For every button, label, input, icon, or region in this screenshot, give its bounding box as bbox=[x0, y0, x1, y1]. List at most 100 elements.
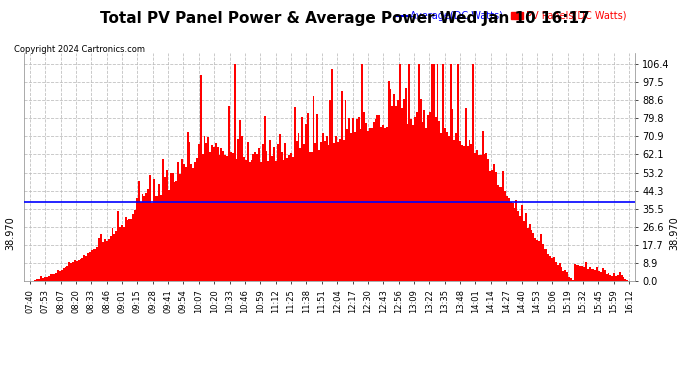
Bar bbox=[34, 280, 37, 281]
Bar bbox=[593, 269, 594, 281]
Bar bbox=[159, 184, 160, 281]
Bar bbox=[504, 191, 506, 281]
Bar bbox=[570, 278, 572, 281]
Bar bbox=[295, 141, 297, 281]
Bar bbox=[401, 108, 403, 281]
Bar bbox=[417, 64, 420, 281]
Bar bbox=[427, 115, 429, 281]
Bar bbox=[235, 159, 237, 281]
Bar bbox=[482, 131, 484, 281]
Text: Total PV Panel Power & Average Power Wed Jan 10 16:17: Total PV Panel Power & Average Power Wed… bbox=[100, 11, 590, 26]
Bar bbox=[65, 267, 66, 281]
Bar bbox=[149, 176, 151, 281]
Bar bbox=[181, 159, 183, 281]
Bar bbox=[48, 276, 50, 281]
Bar bbox=[440, 134, 442, 281]
Bar bbox=[173, 182, 175, 281]
Bar bbox=[228, 106, 230, 281]
Bar bbox=[38, 279, 40, 281]
Bar bbox=[234, 64, 235, 281]
Bar bbox=[518, 211, 520, 281]
Bar bbox=[284, 142, 286, 281]
Bar bbox=[217, 147, 219, 281]
Bar bbox=[292, 158, 294, 281]
Bar bbox=[585, 262, 587, 281]
Bar bbox=[613, 273, 615, 281]
Bar bbox=[200, 75, 201, 281]
Bar bbox=[574, 264, 575, 281]
Bar bbox=[157, 196, 159, 281]
Bar bbox=[70, 262, 72, 281]
Bar bbox=[208, 137, 209, 281]
Bar bbox=[373, 122, 375, 281]
Bar bbox=[187, 132, 188, 281]
Bar bbox=[350, 133, 352, 281]
Bar bbox=[164, 177, 166, 281]
Bar bbox=[162, 159, 164, 281]
Bar bbox=[125, 217, 126, 281]
Bar bbox=[193, 168, 194, 281]
Bar bbox=[281, 152, 282, 281]
Bar bbox=[253, 154, 255, 281]
Bar bbox=[499, 187, 500, 281]
Bar bbox=[438, 121, 440, 281]
Bar bbox=[166, 170, 168, 281]
Bar bbox=[331, 69, 333, 281]
Bar bbox=[303, 144, 305, 281]
Bar bbox=[583, 267, 585, 281]
Bar bbox=[362, 64, 364, 281]
Bar bbox=[555, 262, 557, 281]
Bar bbox=[92, 249, 95, 281]
Bar bbox=[112, 228, 113, 281]
Bar bbox=[510, 202, 512, 281]
Bar bbox=[589, 267, 591, 281]
Bar bbox=[455, 133, 457, 281]
Bar bbox=[568, 277, 570, 281]
Bar bbox=[104, 239, 106, 281]
Bar bbox=[420, 99, 422, 281]
Bar bbox=[416, 112, 417, 281]
Bar bbox=[196, 158, 198, 281]
Bar bbox=[206, 143, 208, 281]
Bar bbox=[339, 139, 341, 281]
Bar bbox=[139, 202, 141, 281]
Bar bbox=[627, 280, 628, 281]
Bar bbox=[540, 234, 542, 281]
Bar bbox=[390, 89, 391, 281]
Bar bbox=[547, 254, 549, 281]
Bar bbox=[371, 128, 373, 281]
Bar bbox=[502, 171, 504, 281]
Bar bbox=[497, 184, 499, 281]
Bar bbox=[520, 216, 521, 281]
Bar bbox=[500, 187, 502, 281]
Bar bbox=[480, 154, 482, 281]
Bar bbox=[260, 162, 262, 281]
Bar bbox=[611, 276, 613, 281]
Bar bbox=[106, 241, 108, 281]
Bar bbox=[609, 275, 611, 281]
Bar bbox=[580, 266, 581, 281]
Bar bbox=[286, 159, 288, 281]
Bar bbox=[245, 160, 247, 281]
Bar bbox=[299, 148, 302, 281]
Bar bbox=[99, 238, 100, 281]
Bar bbox=[335, 136, 337, 281]
Bar bbox=[172, 173, 173, 281]
Text: Copyright 2024 Cartronics.com: Copyright 2024 Cartronics.com bbox=[14, 45, 145, 54]
Text: 38.970: 38.970 bbox=[669, 216, 679, 250]
Bar bbox=[277, 144, 279, 281]
Bar bbox=[542, 244, 544, 281]
Bar bbox=[559, 263, 560, 281]
Bar bbox=[315, 143, 316, 281]
Bar bbox=[466, 146, 469, 281]
Bar bbox=[395, 106, 397, 281]
Bar bbox=[213, 147, 215, 281]
Bar bbox=[359, 129, 362, 281]
Bar bbox=[422, 123, 424, 281]
Bar bbox=[328, 144, 330, 281]
Bar bbox=[51, 274, 53, 281]
Bar bbox=[147, 189, 149, 281]
Bar bbox=[553, 257, 555, 281]
Bar bbox=[382, 124, 384, 281]
Bar bbox=[68, 262, 70, 281]
